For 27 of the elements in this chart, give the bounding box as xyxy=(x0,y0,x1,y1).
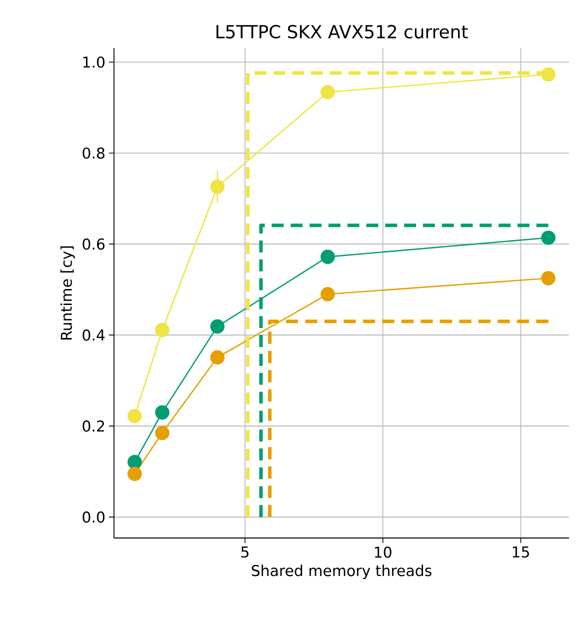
y-tick-label: 0.8 xyxy=(82,147,104,159)
y-tick-label: 0.6 xyxy=(82,238,105,250)
point xyxy=(320,84,335,100)
point xyxy=(541,271,556,286)
point xyxy=(210,319,225,334)
y-tick-label: 1.0 xyxy=(83,56,104,68)
point xyxy=(210,350,225,365)
x-axis-title: Shared memory threads xyxy=(252,564,432,580)
x-tick-label: 10 xyxy=(375,546,392,558)
point xyxy=(155,405,170,420)
point xyxy=(210,180,225,194)
point xyxy=(155,426,170,440)
point xyxy=(128,454,142,470)
point xyxy=(541,230,556,245)
point xyxy=(320,286,335,302)
y-tick-label: 0.2 xyxy=(82,420,104,432)
point xyxy=(155,322,170,338)
y-tick-label: 0.0 xyxy=(82,511,104,523)
y-axis-title: Runtime [cy] xyxy=(60,246,75,340)
y-tick-label: 0.4 xyxy=(82,329,105,341)
point xyxy=(320,250,335,264)
point xyxy=(541,67,556,82)
point xyxy=(128,466,142,481)
point xyxy=(128,408,142,424)
chart-title: L5TTPC SKX AVX512 current xyxy=(216,24,468,38)
x-tick-label: 5 xyxy=(241,546,248,558)
x-tick-label: 15 xyxy=(512,546,529,558)
